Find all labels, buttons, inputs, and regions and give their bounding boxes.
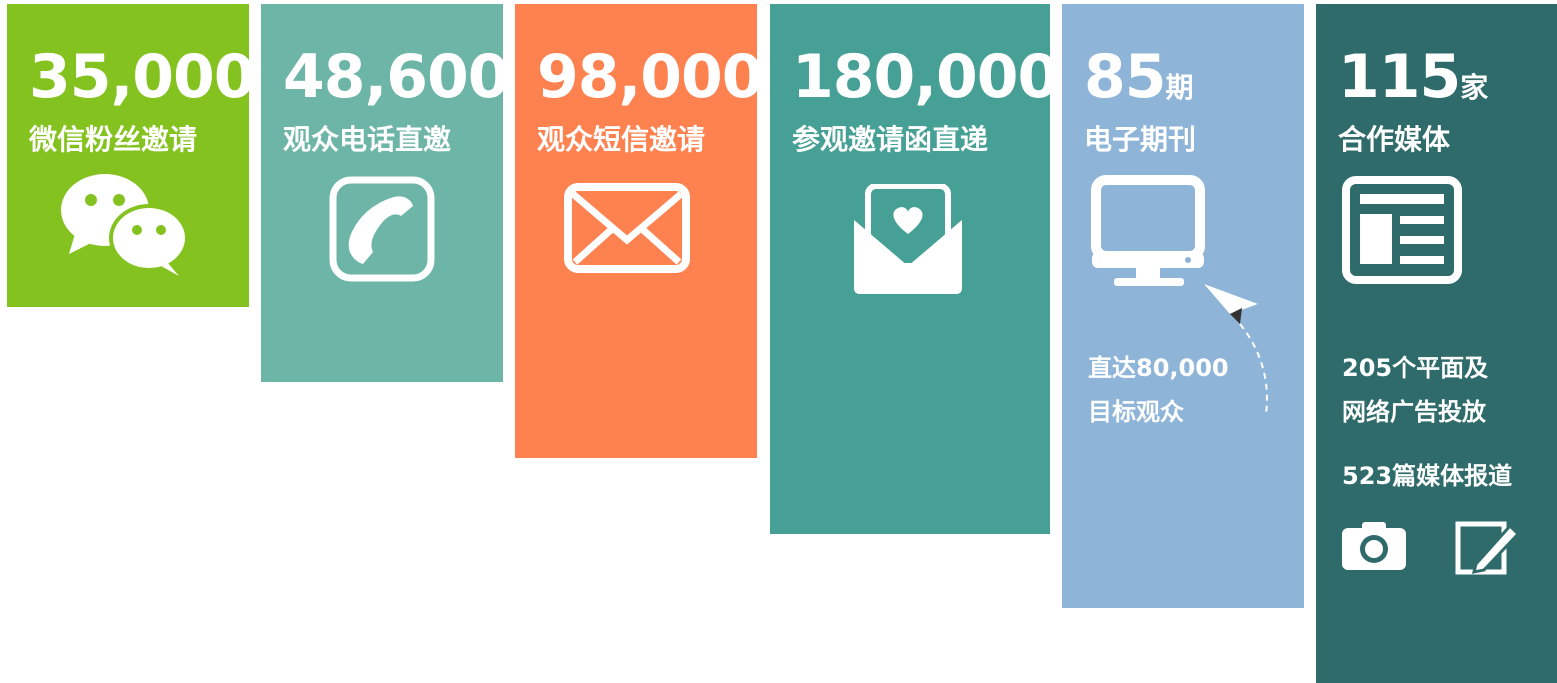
card: 35,000 微信粉丝邀请 bbox=[7, 4, 249, 307]
note: 205个平面及 bbox=[1342, 354, 1489, 382]
card: 98,000 观众短信邀请 bbox=[515, 4, 757, 458]
label: 微信粉丝邀请 bbox=[29, 123, 198, 156]
number: 85期 bbox=[1084, 42, 1194, 123]
label: 合作媒体 bbox=[1338, 123, 1451, 156]
note: 523篇媒体报道 bbox=[1342, 462, 1513, 490]
invitation-icon bbox=[854, 184, 962, 294]
number: 35,000 bbox=[29, 42, 249, 112]
note: 目标观众 bbox=[1088, 398, 1184, 426]
number-value: 85 bbox=[1084, 42, 1166, 112]
wechat-icon bbox=[61, 174, 189, 276]
unit: 家 bbox=[1460, 71, 1489, 104]
number: 115家 bbox=[1338, 42, 1488, 123]
card: 48,600 观众电话直邀 bbox=[261, 4, 503, 382]
note: 网络广告投放 bbox=[1342, 398, 1486, 426]
monitor-icon bbox=[1091, 175, 1268, 414]
number: 98,000 bbox=[537, 42, 757, 112]
card: 180,000 参观邀请函直递 bbox=[770, 4, 1050, 534]
card: 85期 电子期刊 直达80,000 目标观众 bbox=[1062, 4, 1304, 608]
mail-icon bbox=[564, 183, 690, 273]
number-value: 115 bbox=[1338, 42, 1461, 112]
label: 观众电话直邀 bbox=[283, 123, 452, 156]
label: 参观邀请函直递 bbox=[792, 123, 989, 156]
media-icons bbox=[1342, 521, 1521, 575]
number: 48,600 bbox=[283, 42, 503, 112]
label: 电子期刊 bbox=[1084, 123, 1197, 156]
label: 观众短信邀请 bbox=[537, 123, 706, 156]
phone-icon bbox=[329, 176, 435, 282]
news-icon bbox=[1342, 176, 1462, 284]
unit: 期 bbox=[1165, 71, 1194, 104]
number: 180,000 bbox=[792, 42, 1050, 112]
card: 115家 合作媒体 205个平面及 网络广告投放 523篇媒体报道 bbox=[1316, 4, 1557, 683]
note: 直达80,000 bbox=[1088, 354, 1229, 382]
